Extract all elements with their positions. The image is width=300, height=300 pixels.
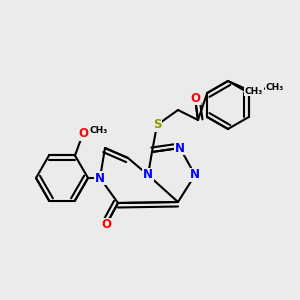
Text: N: N <box>95 172 105 184</box>
Text: N: N <box>190 169 200 182</box>
Text: S: S <box>153 118 161 131</box>
Text: N: N <box>143 169 153 182</box>
Text: CH₃: CH₃ <box>245 86 263 95</box>
Text: CH₃: CH₃ <box>90 126 108 135</box>
Text: O: O <box>78 127 88 140</box>
Text: CH₃: CH₃ <box>266 83 284 92</box>
Text: O: O <box>190 92 200 104</box>
Text: O: O <box>101 218 111 232</box>
Text: N: N <box>175 142 185 154</box>
